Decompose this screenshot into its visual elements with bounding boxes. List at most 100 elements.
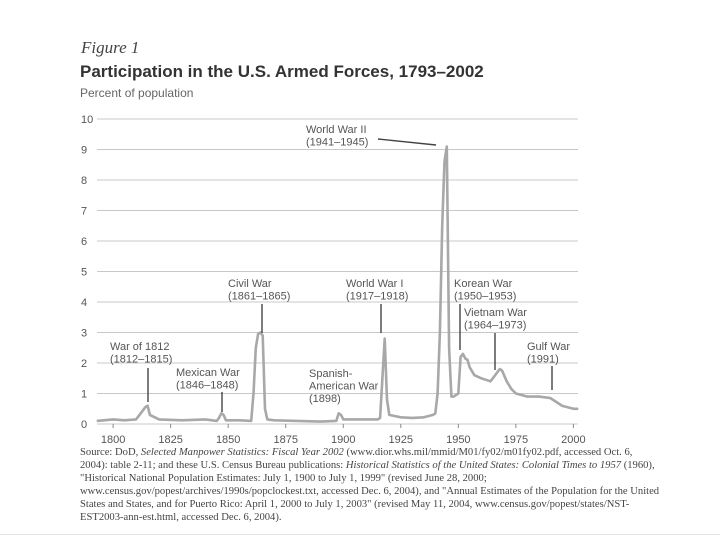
- data-point: [432, 414, 434, 416]
- source-part-2: (www.dior.whs.mil/mmid/M01/fy02/m01fy02.…: [80, 447, 633, 471]
- annotation-world-war-i: World War I(1917–1918): [346, 278, 408, 333]
- x-tick-label: 1925: [389, 434, 413, 446]
- data-point: [340, 414, 342, 416]
- data-point: [423, 416, 425, 418]
- y-tick-label: 10: [81, 114, 93, 126]
- data-point: [262, 335, 264, 337]
- source-part-3: (1960), "Historical National Population …: [80, 460, 660, 523]
- gridlines: [97, 118, 578, 425]
- data-point: [144, 406, 146, 408]
- data-point: [443, 161, 446, 163]
- x-tick-label: 1800: [101, 434, 125, 446]
- data-point: [377, 418, 379, 420]
- data-point: [342, 418, 344, 420]
- data-point: [441, 225, 443, 227]
- data-point: [384, 338, 386, 340]
- annotation-pointer: [377, 138, 437, 146]
- footer-divider: [0, 534, 720, 535]
- data-point: [252, 392, 255, 395]
- data-point: [556, 402, 558, 404]
- data-point: [259, 331, 261, 334]
- data-point: [549, 397, 552, 399]
- data-point: [561, 405, 563, 407]
- annotation-label: (1812–1815): [110, 354, 172, 366]
- data-point: [225, 419, 227, 421]
- annotation-mexican-war: Mexican War(1846–1848): [176, 367, 240, 412]
- data-point: [135, 418, 137, 420]
- data-point: [515, 392, 517, 395]
- data-point: [204, 418, 206, 420]
- x-tick-label: 1875: [273, 434, 297, 446]
- annotation-label: (1861–1865): [228, 291, 290, 303]
- data-point: [250, 420, 252, 422]
- source-note: Source: DoD, Selected Manpower Statistic…: [80, 446, 660, 524]
- data-point: [411, 417, 413, 419]
- data-point: [434, 412, 436, 414]
- data-point: [266, 418, 268, 420]
- annotation-label: Spanish-: [309, 368, 353, 380]
- y-axis-ticks: 0 1 2 3 4 5 6 7 8 9 10: [81, 114, 93, 431]
- data-point: [124, 419, 126, 421]
- annotation-label: Mexican War: [176, 367, 240, 379]
- data-point: [496, 371, 498, 373]
- y-tick-label: 3: [81, 328, 87, 340]
- data-point: [147, 405, 149, 407]
- data-point: [379, 417, 381, 419]
- data-point: [577, 408, 579, 410]
- data-point: [448, 347, 450, 349]
- annotation-label: (1991): [527, 354, 559, 366]
- data-point: [466, 359, 469, 361]
- data-point: [335, 420, 337, 422]
- annotation-world-war-ii: World War II(1941–1945): [306, 124, 437, 149]
- data-point: [437, 392, 439, 395]
- annotation-vietnam-war: Vietnam War(1964–1973): [464, 307, 527, 370]
- x-tick-label: 1900: [331, 434, 355, 446]
- annotation-label: Korean War: [454, 278, 513, 290]
- chart: 0 1 2 3 4 5 6 7 8 9 10 1800 1825 1850 1875 1900 1925 195…: [81, 114, 586, 446]
- y-axis-label: Percent of population: [80, 86, 194, 100]
- data-point: [388, 414, 390, 416]
- data-point: [319, 421, 321, 423]
- annotation-label: (1941–1945): [306, 137, 368, 149]
- data-point: [158, 418, 160, 420]
- data-point: [223, 414, 225, 416]
- annotation-label: (1898): [309, 393, 341, 405]
- y-tick-label: 9: [81, 145, 87, 157]
- annotation-label: (1964–1973): [464, 320, 526, 332]
- annotation-war-1812: War of 1812(1812–1815): [110, 341, 172, 402]
- x-tick-label: 2000: [561, 434, 585, 446]
- data-point: [526, 396, 529, 398]
- y-tick-label: 0: [81, 419, 87, 431]
- data-point: [386, 399, 388, 401]
- data-point: [460, 356, 462, 358]
- annotation-label: World War I: [346, 278, 403, 290]
- data-point: [140, 412, 142, 414]
- data-point: [499, 368, 501, 370]
- x-tick-label: 1825: [158, 434, 182, 446]
- data-point: [480, 377, 482, 379]
- x-axis-ticks: 1800 1825 1850 1875 1900 1925 1950 1975 2000: [101, 424, 586, 446]
- y-tick-label: 6: [81, 236, 87, 248]
- series-group: [96, 145, 579, 423]
- x-tick-label: 1850: [216, 434, 240, 446]
- data-point: [473, 374, 475, 376]
- annotation-korean-war: Korean War(1950–1953): [454, 278, 516, 350]
- data-point: [469, 367, 471, 369]
- data-point: [489, 380, 492, 382]
- data-point: [239, 419, 241, 421]
- chart-title: Participation in the U.S. Armed Forces, …: [80, 62, 484, 81]
- data-point: [112, 418, 114, 420]
- figure-label: Figure 1: [81, 38, 140, 57]
- annotation-label: World War II: [306, 124, 367, 136]
- annotation-label: American War: [309, 381, 379, 393]
- source-title-1: Selected Manpower Statistics: Fiscal Yea…: [140, 447, 344, 458]
- data-point: [552, 399, 554, 401]
- data-point: [181, 419, 183, 421]
- data-point: [501, 370, 503, 372]
- y-tick-label: 4: [81, 297, 87, 309]
- data-point: [338, 412, 340, 414]
- data-point: [462, 353, 464, 355]
- data-point: [464, 357, 466, 359]
- annotation-gulf-war: Gulf War(1991): [527, 341, 570, 390]
- data-point: [453, 396, 455, 398]
